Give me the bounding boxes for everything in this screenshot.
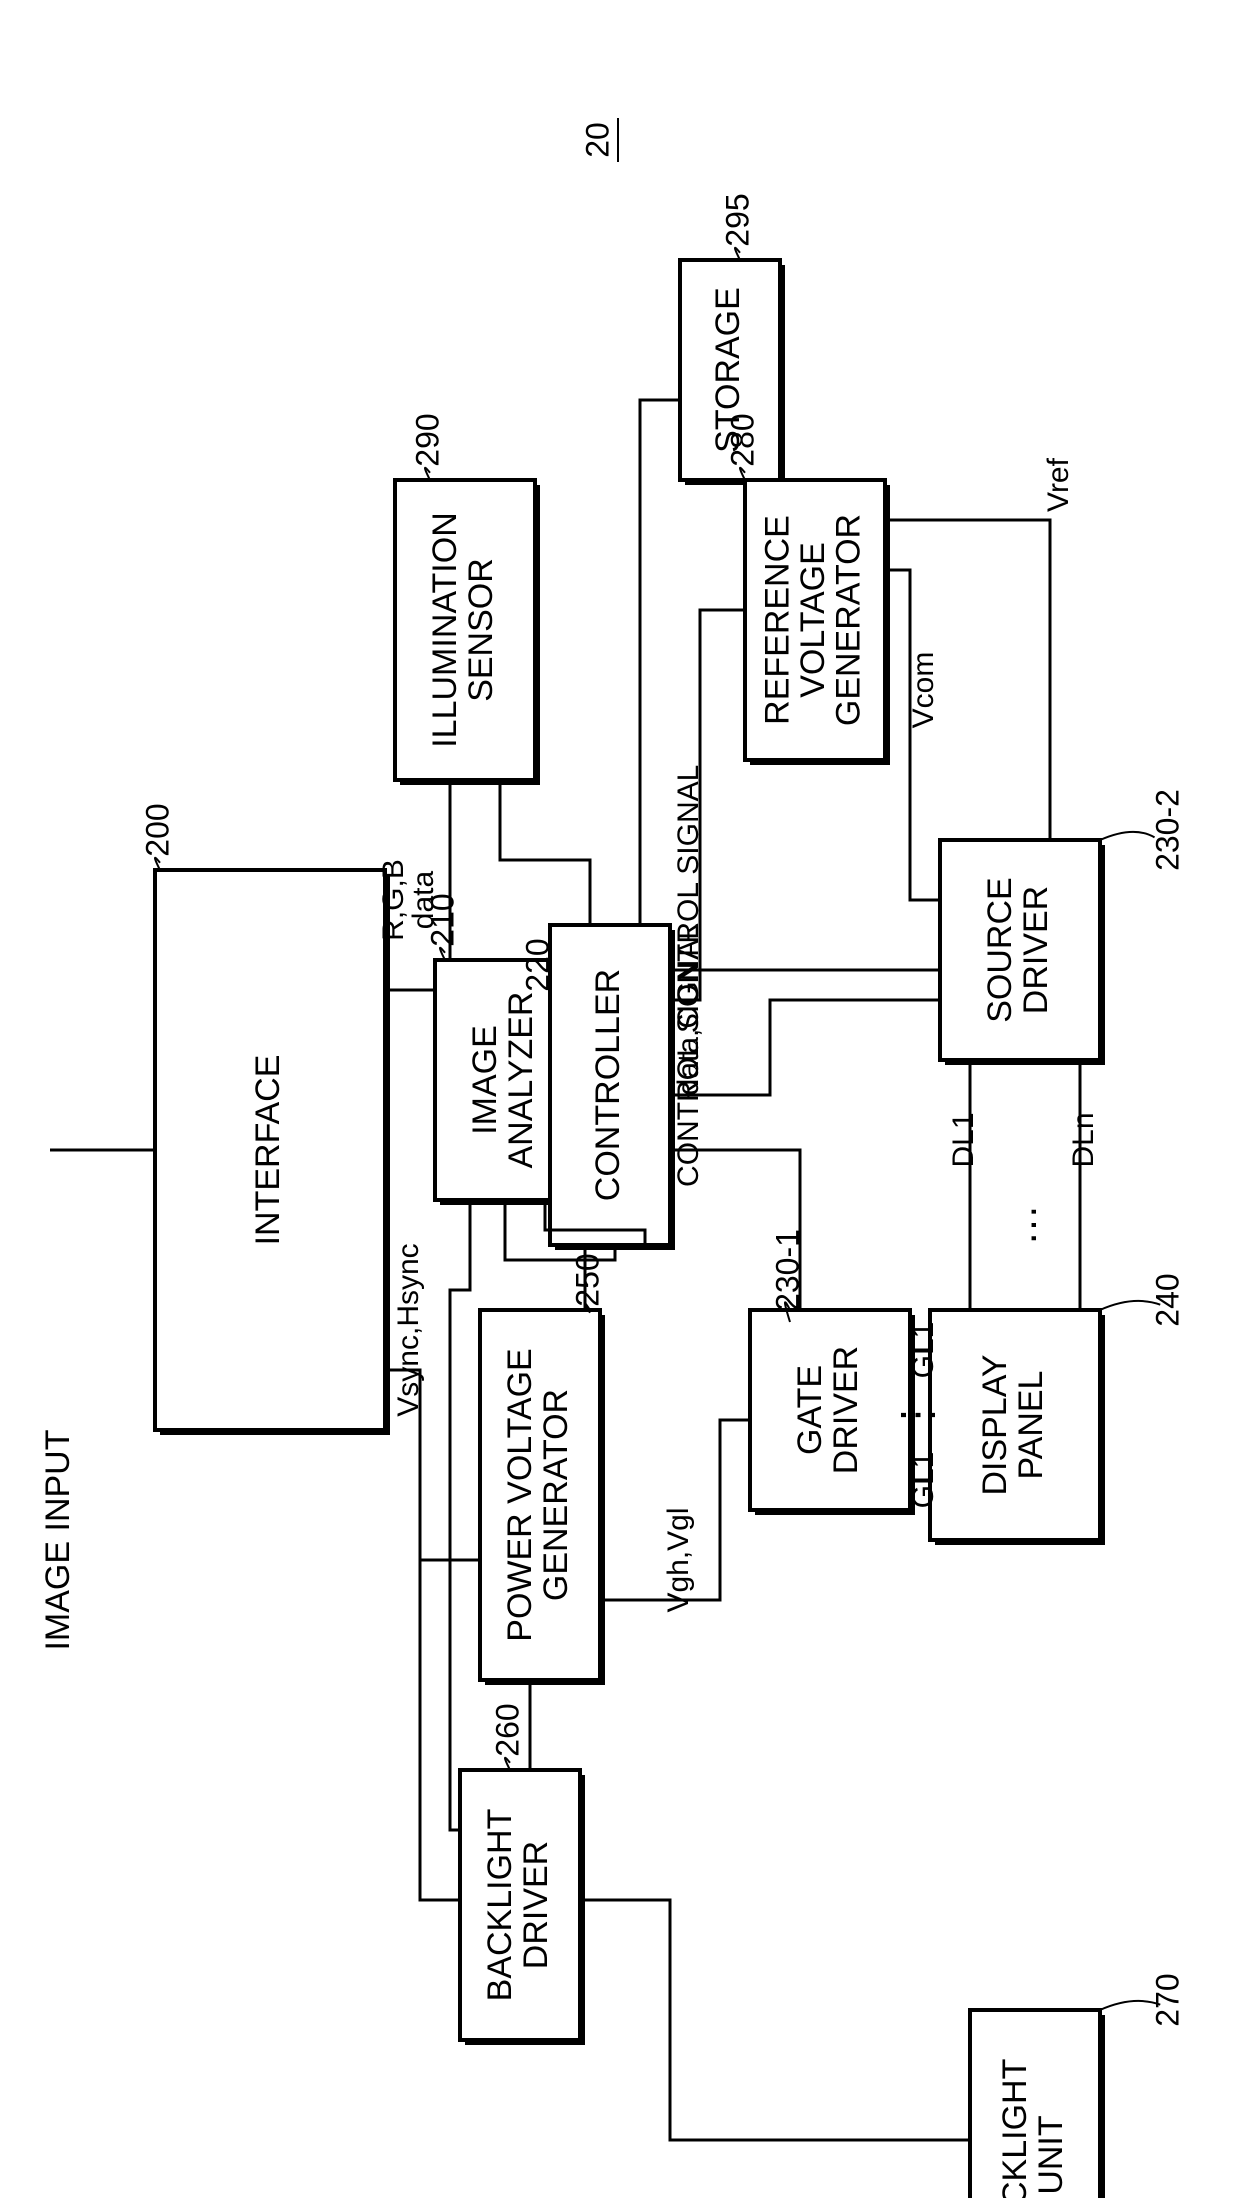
signal-gl1b: GL1 [907, 1452, 940, 1509]
signal-rgb: R,G,B [377, 859, 410, 941]
gate-label: DRIVER [827, 1346, 865, 1474]
bldriver-label: BACKLIGHT [481, 1809, 519, 2002]
storage-ref: 295 [719, 193, 755, 246]
diagram-id: 20 [579, 122, 615, 158]
blunit-label: BACKLIGHT [996, 2059, 1034, 2198]
bldriver-ref: 260 [489, 1703, 525, 1756]
signal-vgh: Vgh,Vgl [662, 1507, 695, 1612]
signal-vsync: Vsync,Hsync [392, 1243, 425, 1416]
interface-ref: 200 [139, 803, 175, 856]
wire-bldriver-blunit [580, 1900, 970, 2140]
interface-label: INTERFACE [249, 1055, 287, 1246]
source-label: SOURCE [981, 877, 1019, 1022]
panel-label: DISPLAY [976, 1354, 1014, 1495]
signal-dln: DLn [1067, 1112, 1100, 1167]
controller-ref: 220 [519, 938, 555, 991]
source-leader [1100, 832, 1155, 840]
analyzer-label: IMAGE [466, 1025, 504, 1135]
refvolt-label: VOLTAGE [794, 542, 832, 698]
wire-illum-controller [500, 780, 590, 925]
illum-label: ILLUMINATION [426, 512, 464, 748]
power-label: POWER VOLTAGE [501, 1348, 539, 1641]
signal-dots_dl: … [998, 1204, 1045, 1246]
signal-dots_gl: ⋮ [893, 1394, 940, 1436]
panel-label: PANEL [1012, 1371, 1050, 1480]
refvolt-label: REFERENCE [758, 515, 796, 725]
gate-label: GATE [791, 1365, 829, 1455]
blunit-ref: 270 [1149, 1973, 1185, 2026]
power-label: GENERATOR [537, 1389, 575, 1601]
source-label: DRIVER [1017, 886, 1055, 1014]
controller-label: CONTROLLER [589, 969, 627, 1201]
illum-label: SENSOR [462, 558, 500, 702]
bldriver-label: DRIVER [517, 1841, 555, 1969]
illum-ref: 290 [409, 413, 445, 466]
wire-controller-source-2 [670, 1000, 940, 1095]
signal-vref: Vref [1042, 457, 1075, 512]
analyzer-label: ANALYZER [502, 992, 540, 1169]
signal-gl1a: GL1 [907, 1322, 940, 1379]
signal-rgb: data [407, 870, 440, 929]
signal-cs: CONTROL SIGNAL [672, 923, 705, 1187]
input-label: IMAGE INPUT [39, 1429, 77, 1650]
signal-vcom: Vcom [907, 652, 940, 729]
refvolt-label: GENERATOR [830, 514, 868, 726]
wire-refvolt-vcom [885, 570, 940, 900]
panel-ref: 240 [1149, 1273, 1185, 1326]
refvolt-ref: 280 [724, 413, 760, 466]
blunit-label: UNIT [1032, 2115, 1070, 2194]
source-ref: 230-2 [1149, 789, 1185, 871]
block-diagram: INTERFACE200IMAGEANALYZER210CONTROLLER22… [0, 0, 1240, 2198]
signal-dl1: DL1 [947, 1112, 980, 1167]
wire-analyzer-bldriver [450, 1200, 470, 1830]
